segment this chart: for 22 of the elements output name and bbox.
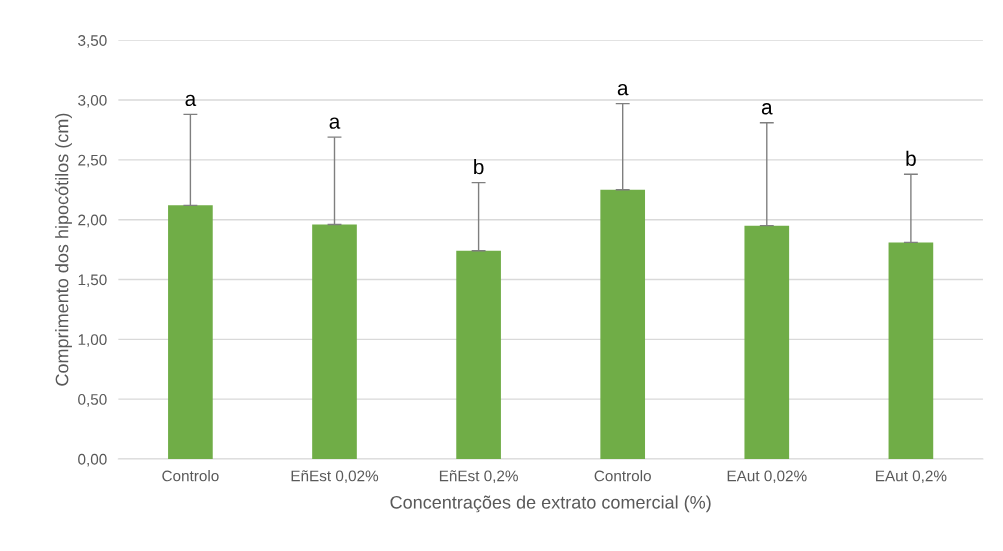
annotation: a bbox=[617, 83, 629, 96]
x-tick-label: Controlo bbox=[594, 470, 651, 482]
x-tick-label: EAut 0,02% bbox=[727, 470, 807, 484]
annotation: a bbox=[761, 103, 773, 115]
y-tick-label: 3,00 bbox=[78, 94, 107, 108]
y-tick-label: 2,00 bbox=[78, 214, 107, 228]
y-tick-label: 1,50 bbox=[78, 274, 107, 288]
x-tick-label: EAut 0,2% bbox=[876, 470, 947, 484]
annotation: b bbox=[906, 150, 916, 166]
x-tick-label: EñEst 0,2% bbox=[439, 470, 518, 484]
y-tick-label: 1,00 bbox=[78, 334, 107, 347]
annotation: a bbox=[185, 94, 197, 107]
x-tick-label: Controlo bbox=[162, 470, 219, 482]
x-axis-title: Concentrações de extrato comercial (%) bbox=[390, 495, 711, 513]
y-tick-label: 0,00 bbox=[78, 453, 107, 467]
x-tick-label: EñEst 0,02% bbox=[291, 470, 379, 484]
annotation: b bbox=[474, 159, 484, 175]
y-tick-label: 3,50 bbox=[78, 35, 107, 48]
y-tick-label: 0,50 bbox=[78, 394, 107, 407]
annotation: a bbox=[329, 117, 341, 129]
y-tick-label: 2,50 bbox=[78, 154, 107, 168]
y-axis-title: Comprimento dos hipocótilos (cm) bbox=[54, 113, 72, 386]
